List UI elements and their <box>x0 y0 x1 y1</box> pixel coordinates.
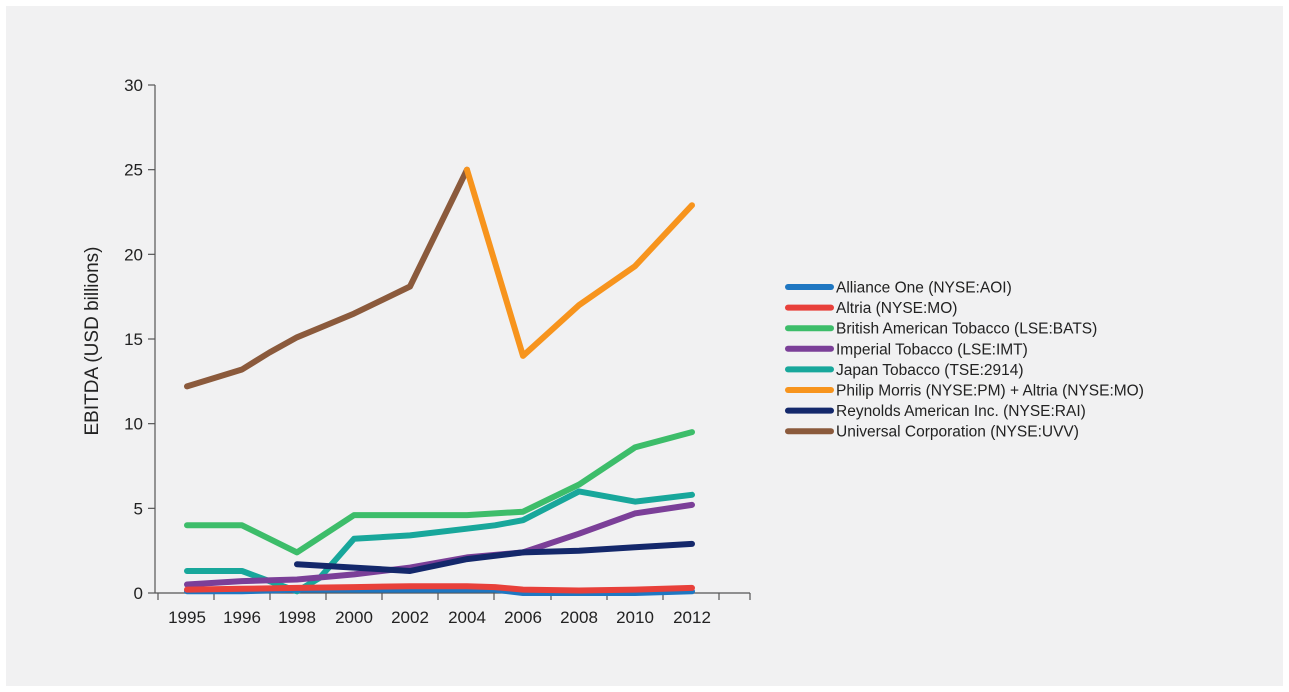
y-tick-label: 5 <box>134 499 143 518</box>
legend-label: Altria (NYSE:MO) <box>836 300 957 317</box>
legend-label: British American Tobacco (LSE:BATS) <box>836 321 1097 338</box>
legend-label: Universal Corporation (NYSE:UVV) <box>836 424 1079 441</box>
x-tick-label: 2010 <box>616 608 654 627</box>
series-layer <box>184 166 695 596</box>
legend-item: Philip Morris (NYSE:PM) + Altria (NYSE:M… <box>785 383 1144 400</box>
y-tick-label: 0 <box>134 584 143 603</box>
series-line-5 <box>464 166 695 359</box>
x-tick-label: 1998 <box>278 608 316 627</box>
legend-item: Reynolds American Inc. (NYSE:RAI) <box>785 403 1086 420</box>
y-tick-label: 20 <box>124 245 143 264</box>
legend-item: Japan Tobacco (TSE:2914) <box>785 362 1024 379</box>
series-line-2 <box>184 429 695 556</box>
y-tick-label: 30 <box>124 76 143 95</box>
legend-item: Alliance One (NYSE:AOI) <box>785 280 1012 297</box>
series-line-6 <box>294 540 695 574</box>
x-tick-label: 2000 <box>335 608 373 627</box>
legend-item: British American Tobacco (LSE:BATS) <box>785 321 1097 338</box>
x-tick-label: 2002 <box>391 608 429 627</box>
series-line-1 <box>184 583 695 594</box>
legend-label: Japan Tobacco (TSE:2914) <box>836 362 1024 379</box>
x-tick-label: 2004 <box>448 608 486 627</box>
legend-item: Universal Corporation (NYSE:UVV) <box>785 424 1079 441</box>
legend-label: Imperial Tobacco (LSE:IMT) <box>836 341 1028 358</box>
x-tick-label: 2008 <box>560 608 598 627</box>
x-tick-label: 2012 <box>673 608 711 627</box>
series-line-7 <box>184 166 470 390</box>
y-tick-label: 15 <box>124 330 143 349</box>
y-tick-label: 25 <box>124 161 143 180</box>
y-tick-label: 10 <box>124 415 143 434</box>
y-axis-title: EBITDA (USD billions) <box>82 247 103 436</box>
series-line-4 <box>184 488 695 595</box>
axes: 0 5 10 15 20 25 30 1995 1996 1998 2000 2002 2004 2006… <box>124 76 751 627</box>
x-tick-label: 2006 <box>504 608 542 627</box>
legend-label: Philip Morris (NYSE:PM) + Altria (NYSE:M… <box>836 383 1144 400</box>
legend-label: Reynolds American Inc. (NYSE:RAI) <box>836 403 1086 420</box>
legend: Alliance One (NYSE:AOI) Altria (NYSE:MO) B… <box>785 280 1144 441</box>
x-tick-label: 1995 <box>168 608 206 627</box>
legend-item: Altria (NYSE:MO) <box>785 300 957 317</box>
x-tick-label: 1996 <box>223 608 261 627</box>
legend-label: Alliance One (NYSE:AOI) <box>836 280 1012 297</box>
legend-item: Imperial Tobacco (LSE:IMT) <box>785 341 1028 358</box>
